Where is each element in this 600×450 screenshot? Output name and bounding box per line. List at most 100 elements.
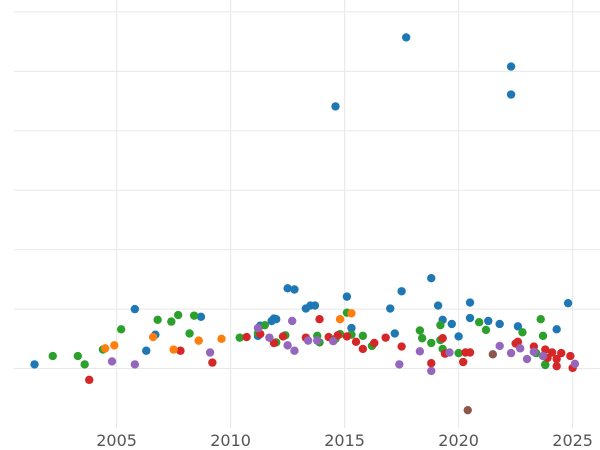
data-point	[541, 345, 550, 354]
data-point	[272, 315, 281, 324]
data-point	[283, 284, 292, 293]
data-point	[438, 334, 447, 343]
data-point	[110, 341, 119, 350]
data-point	[287, 316, 297, 326]
data-point	[194, 336, 203, 345]
data-point	[427, 359, 436, 368]
data-point	[447, 319, 456, 329]
data-point	[347, 323, 356, 333]
x-tick-label: 2010	[210, 431, 251, 450]
data-point	[283, 341, 292, 350]
data-point	[107, 357, 117, 366]
data-point	[538, 351, 548, 361]
data-point	[358, 344, 368, 354]
grid-lines	[14, 0, 600, 428]
data-point	[506, 62, 516, 71]
data-point	[563, 298, 573, 308]
data-point	[185, 329, 194, 338]
data-point	[445, 348, 454, 357]
data-point	[536, 315, 545, 324]
data-point	[397, 287, 406, 296]
data-point	[130, 304, 140, 314]
data-point	[101, 344, 110, 353]
data-point	[116, 325, 126, 334]
data-point	[506, 90, 516, 99]
data-point	[351, 337, 361, 347]
data-point	[242, 332, 251, 342]
data-point	[30, 360, 39, 369]
data-point	[208, 358, 217, 367]
data-point	[495, 341, 504, 351]
data-point	[173, 310, 183, 320]
data-point	[329, 337, 338, 346]
data-point	[484, 316, 493, 326]
data-point	[427, 366, 436, 376]
data-point	[260, 320, 270, 330]
data-point	[495, 319, 504, 329]
data-point	[205, 348, 215, 357]
data-point	[395, 360, 404, 369]
data-point	[167, 317, 176, 326]
data-point	[515, 344, 525, 353]
data-point	[541, 360, 550, 370]
data-point	[518, 328, 527, 337]
data-point	[313, 336, 322, 345]
data-point	[142, 346, 151, 355]
data-point	[454, 332, 463, 341]
data-point	[253, 323, 263, 333]
data-point	[48, 351, 57, 361]
data-point	[538, 331, 548, 341]
data-point	[547, 348, 557, 357]
data-point	[347, 309, 356, 318]
data-point	[148, 332, 158, 342]
data-point	[85, 375, 94, 385]
data-point	[290, 346, 299, 355]
x-tick-label: 2015	[324, 431, 365, 450]
data-point	[415, 347, 425, 356]
data-point	[310, 301, 320, 310]
data-point	[415, 326, 425, 335]
data-point	[80, 360, 89, 369]
data-point	[552, 325, 561, 334]
data-point	[153, 315, 162, 325]
data-point	[465, 313, 475, 323]
data-point	[358, 331, 368, 341]
data-point	[417, 334, 427, 343]
data-point	[474, 317, 484, 327]
x-tick-label: 2020	[438, 431, 479, 450]
data-point	[570, 359, 580, 368]
data-points	[30, 33, 580, 415]
data-point	[370, 338, 379, 348]
data-point	[463, 405, 472, 415]
data-point	[342, 292, 352, 301]
data-point	[481, 325, 491, 335]
data-point	[427, 338, 436, 348]
data-point	[529, 347, 539, 357]
data-point	[265, 333, 274, 342]
data-point	[278, 332, 288, 341]
data-point	[506, 348, 516, 358]
data-point	[454, 348, 463, 358]
data-point	[436, 320, 445, 330]
data-point	[427, 274, 436, 283]
data-point	[73, 351, 83, 361]
data-point	[176, 346, 185, 355]
data-point	[433, 301, 443, 310]
data-point	[488, 350, 498, 359]
data-point	[557, 348, 566, 358]
x-axis-tick-labels: 2005 2010 2015 2020 2025	[96, 431, 593, 450]
x-tick-label: 2005	[96, 431, 137, 450]
data-point	[331, 102, 340, 111]
data-point	[315, 315, 324, 324]
data-point	[342, 332, 352, 341]
data-point	[303, 336, 313, 345]
data-point	[522, 354, 532, 364]
data-point	[513, 337, 523, 347]
data-point	[390, 329, 399, 338]
data-point	[335, 315, 345, 324]
data-point	[458, 357, 468, 367]
data-point	[552, 361, 561, 371]
data-point	[381, 333, 390, 342]
data-point	[465, 348, 475, 357]
data-point	[397, 342, 406, 351]
